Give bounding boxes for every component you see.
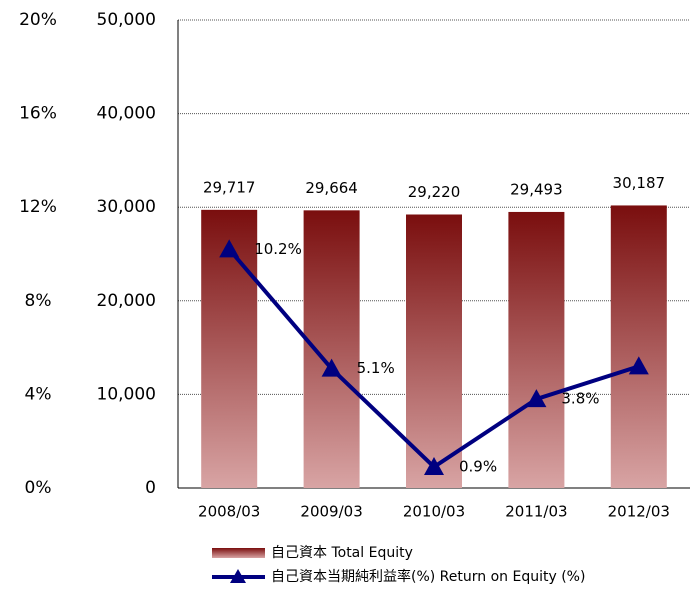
line-value-label: 5.1% [357,359,395,377]
bar-value-label: 30,187 [613,174,666,192]
legend-marker [230,569,246,583]
roe-marker [424,456,444,475]
x-tick-label: 2010/03 [403,503,465,521]
y2-tick-label: 8% [25,291,52,311]
y-tick-label: 40,000 [97,104,156,124]
legend-label: 自己資本 Total Equity [271,545,413,561]
line-value-label: 0.9% [459,457,497,475]
y2-tick-label: 4% [25,384,52,404]
x-tick-label: 2012/03 [608,503,670,521]
bar-value-label: 29,220 [408,183,461,201]
y2-tick-label: 20% [19,10,57,30]
roe-marker [628,356,649,375]
x-tick-label: 2011/03 [505,503,567,521]
y-tick-label: 10,000 [97,384,156,404]
bar-value-label: 29,664 [305,179,358,197]
y2-tick-label: 0% [25,478,52,498]
legend-label: 自己資本当期純利益率(%) Return on Equity (%) [271,568,585,585]
y-tick-label: 50,000 [97,10,156,30]
y-tick-label: 0 [145,478,156,498]
y-tick-label: 20,000 [97,291,156,311]
y2-tick-label: 12% [19,197,57,217]
bar-value-label: 29,717 [203,178,256,196]
bar [508,211,565,488]
bar [303,210,360,488]
y2-tick-label: 16% [19,104,57,124]
roe-marker [219,239,240,258]
line-value-label: 3.8% [561,390,599,408]
roe-marker [321,358,342,377]
y-tick-label: 30,000 [97,197,156,217]
x-tick-label: 2008/03 [198,503,260,521]
bar [406,214,462,488]
legend-swatch [212,548,265,558]
bar-value-label: 29,493 [510,180,563,198]
bar [610,205,667,488]
roe-marker [526,389,547,408]
line-value-label: 10.2% [254,240,302,258]
x-tick-label: 2009/03 [300,503,362,521]
